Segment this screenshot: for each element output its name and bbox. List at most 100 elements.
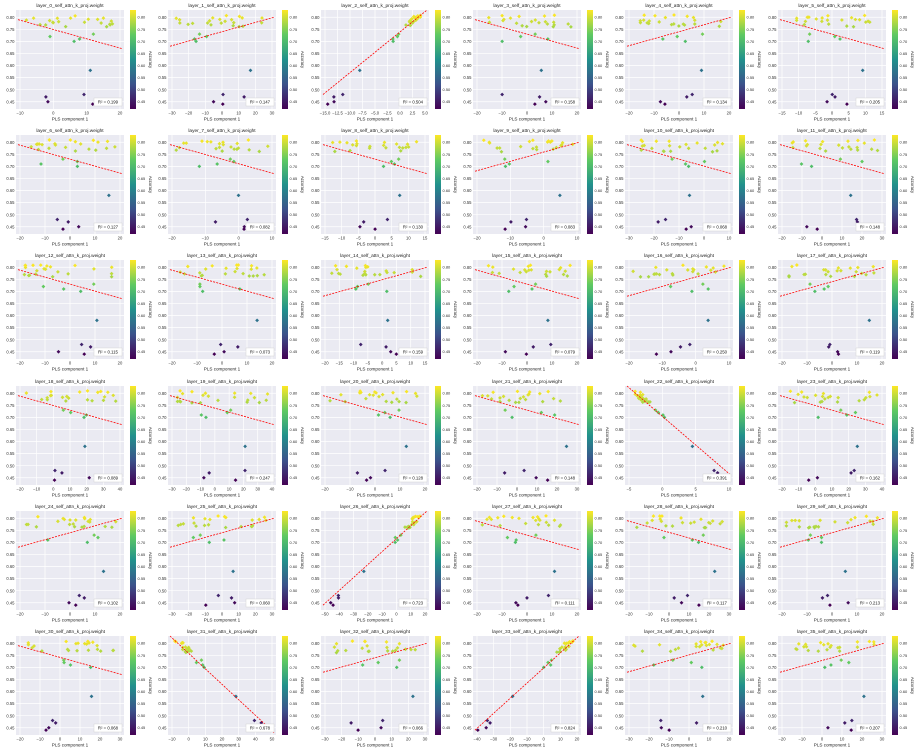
y-tick-label: 0.45	[159, 600, 168, 605]
scatter-point	[75, 164, 80, 169]
colorbar-label: Accuracy	[757, 677, 761, 695]
scatter-point	[361, 569, 366, 574]
x-tick-label: 30	[879, 236, 884, 241]
colorbar-tick-label: 0.45	[899, 725, 908, 730]
x-tick-label: 20	[727, 110, 732, 115]
r2-box	[398, 723, 427, 733]
scatter-point	[89, 694, 94, 699]
scatter-point	[233, 477, 238, 482]
x-tick-label: 0	[661, 486, 664, 491]
scatter-point	[255, 318, 260, 323]
y-tick-label: 0.55	[6, 451, 15, 456]
r2-box	[398, 598, 427, 607]
colorbar-tick-label: 0.60	[137, 439, 146, 444]
scatter-point	[224, 13, 229, 18]
y-tick-label: 0.65	[311, 552, 320, 557]
colorbar-tick-label: 0.65	[747, 51, 756, 56]
scatter-point	[701, 694, 705, 699]
y-tick-label: 0.75	[768, 27, 777, 32]
colorbar-tick-label: 0.45	[290, 224, 299, 229]
y-tick-label: 0.75	[311, 653, 320, 658]
y-tick-label: 0.65	[311, 51, 320, 56]
y-tick-label: 0.80	[159, 641, 168, 646]
scatter-point	[204, 415, 209, 419]
y-tick-label: 0.80	[463, 641, 472, 646]
r2-box	[398, 348, 427, 357]
colorbar-tick-label: 0.55	[594, 451, 603, 456]
scatter-point	[50, 20, 55, 25]
scatter-point	[242, 225, 247, 229]
y-tick-label: 0.80	[159, 15, 168, 20]
scatter-point	[103, 524, 108, 529]
x-tick-label: 10	[78, 736, 83, 741]
x-axis-label: PLS component 1	[204, 617, 241, 622]
scatter-point	[64, 394, 69, 398]
scatter-point	[404, 444, 408, 448]
r2-label: R² = 0.391	[707, 475, 728, 480]
scatter-point	[661, 37, 665, 41]
scatter-point	[82, 92, 86, 97]
scatter-point	[699, 68, 704, 73]
colorbar-tick-label: 0.55	[594, 75, 603, 80]
scatter-point	[112, 145, 117, 149]
x-axis-label: PLS component 1	[509, 242, 546, 247]
scatter-point	[544, 274, 549, 279]
scatter-point	[662, 415, 667, 419]
y-tick-label: 0.55	[311, 576, 320, 581]
chart-title: layer_3_self_attn_k_proj.weight	[493, 3, 561, 9]
scatter-point	[848, 193, 853, 198]
colorbar-tick-label: 0.75	[290, 152, 299, 157]
colorbar-tick-label: 0.55	[747, 451, 756, 456]
colorbar-tick-label: 0.75	[594, 528, 603, 533]
y-tick-label: 0.50	[768, 338, 777, 343]
x-tick-label: 20	[253, 611, 258, 616]
colorbar-tick-label: 0.55	[442, 200, 451, 205]
scatter-point	[180, 391, 185, 396]
scatter-point	[564, 444, 569, 448]
y-tick-label: 0.55	[463, 701, 472, 706]
scatter-point	[849, 718, 854, 723]
scatter-point	[503, 164, 508, 169]
chart-title: layer_29_self_attn_k_proj.weight	[797, 504, 868, 510]
x-tick-label: −10	[41, 361, 49, 366]
scatter-point	[221, 102, 225, 107]
r2-label: R² = 0.060	[250, 600, 271, 605]
colorbar-tick-label: 0.80	[899, 15, 908, 20]
y-tick-label: 0.45	[159, 475, 168, 480]
colorbar	[739, 385, 746, 485]
regression-line	[779, 144, 884, 175]
scatter-point	[533, 282, 538, 287]
x-tick-label: 20	[270, 361, 275, 366]
colorbar-tick-label: 0.75	[137, 277, 146, 282]
regression-line	[627, 267, 732, 297]
colorbar-tick-label: 0.75	[137, 152, 146, 157]
y-tick-label: 0.75	[616, 152, 625, 157]
x-tick-label: −20	[473, 361, 481, 366]
chart-panel: 0.800.750.700.650.600.550.500.45−20 −10 0 1…	[616, 3, 762, 121]
colorbar-tick-label: 0.80	[290, 516, 299, 521]
y-tick-label: 0.50	[768, 588, 777, 593]
colorbar-tick-label: 0.55	[442, 451, 451, 456]
plot-area	[625, 635, 734, 735]
colorbar	[434, 260, 441, 360]
colorbar-tick-label: 0.65	[594, 677, 603, 682]
r2-label: R² = 0.066	[403, 725, 424, 730]
x-tick-label: −5	[365, 361, 370, 366]
x-tick-label: −20	[16, 611, 24, 616]
x-tick-label: 20	[575, 361, 580, 366]
scatter-point	[60, 395, 65, 399]
x-tick-label: −20	[626, 361, 634, 366]
y-tick-label: 0.60	[616, 564, 625, 569]
colorbar-tick-label: 0.80	[442, 641, 451, 646]
x-tick-label: −10	[659, 361, 667, 366]
y-tick-label: 0.70	[616, 665, 625, 670]
x-axis-label: PLS component 1	[204, 116, 241, 121]
y-tick-label: 0.60	[616, 188, 625, 193]
x-tick-label: 0	[59, 736, 62, 741]
scatter-point	[546, 139, 551, 144]
y-tick-label: 0.65	[616, 176, 625, 181]
scatter-point	[61, 658, 66, 663]
r2-label: R² = 0.073	[250, 350, 271, 355]
x-tick-label: −10	[169, 736, 177, 741]
y-tick-label: 0.65	[6, 427, 15, 432]
